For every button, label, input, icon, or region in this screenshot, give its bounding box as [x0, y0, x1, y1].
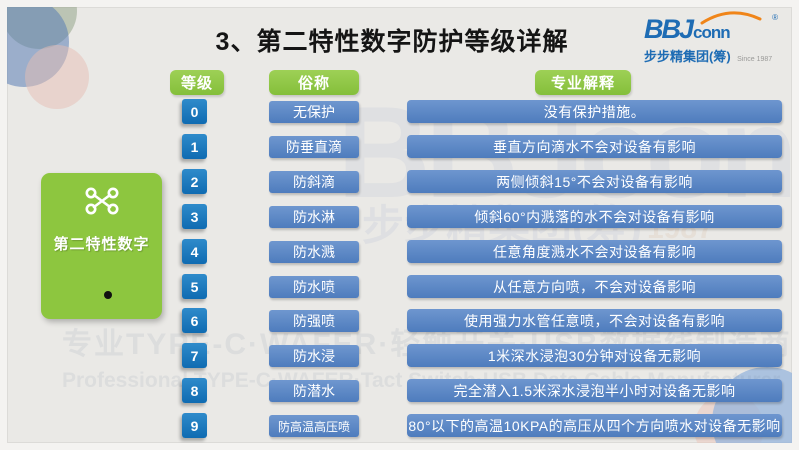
decor-circle-green	[7, 7, 77, 49]
logo-swoosh-icon	[700, 11, 762, 25]
level-badge: 3	[182, 204, 207, 229]
table-row: 6 防强喷 使用强力水管任意喷，不会对设备有影响	[7, 308, 792, 334]
level-badge: 5	[182, 274, 207, 299]
level-badge: 0	[182, 99, 207, 124]
level-badge: 2	[182, 169, 207, 194]
name-box: 防高温高压喷	[269, 415, 359, 437]
name-box: 防水浸	[269, 345, 359, 367]
table-row: 7 防水浸 1米深水浸泡30分钟对设备无影响	[7, 343, 792, 369]
column-header-name: 俗称	[269, 70, 359, 95]
explanation-bar: 两侧倾斜15°不会对设备有影响	[407, 170, 782, 193]
explanation-bar: 没有保护措施。	[407, 100, 782, 123]
logo-conn-text: conn	[693, 22, 731, 42]
table-row: 9 防高温高压喷 80°以下的高温10KPA的高压从四个方向喷水对设备无影响	[7, 413, 792, 439]
level-badge: 4	[182, 239, 207, 264]
explanation-bar: 80°以下的高温10KPA的高压从四个方向喷水对设备无影响	[407, 414, 782, 437]
table-row: 4 防水溅 任意角度溅水不会对设备有影响	[7, 239, 792, 265]
name-box: 防水淋	[269, 206, 359, 228]
name-box: 防斜滴	[269, 171, 359, 193]
level-badge: 8	[182, 378, 207, 403]
logo-since-text: Since 1987	[737, 56, 773, 63]
table-rows: 0 无保护 没有保护措施。 1 防垂直滴 垂直方向滴水不会对设备有影响 2 防斜…	[7, 99, 792, 443]
logo-bbj-text: BBJ	[644, 14, 694, 44]
name-box: 防垂直滴	[269, 136, 359, 158]
side-card-dot	[103, 291, 112, 299]
name-box: 防潜水	[269, 380, 359, 402]
brand-logo: BBJ conn ® 步步精集团(筹) Since 1987	[644, 11, 780, 66]
table-row: 1 防垂直滴 垂直方向滴水不会对设备有影响	[7, 134, 792, 160]
name-box: 防水喷	[269, 276, 359, 298]
explanation-bar: 任意角度溅水不会对设备有影响	[407, 240, 782, 263]
side-card: 第二特性数字	[41, 173, 162, 319]
explanation-bar: 倾斜60°内溅落的水不会对设备有影响	[407, 205, 782, 228]
table-row: 0 无保护 没有保护措施。	[7, 99, 792, 125]
table-row: 8 防潜水 完全潜入1.5米深水浸泡半小时对设备无影响	[7, 378, 792, 404]
table-row: 3 防水淋 倾斜60°内溅落的水不会对设备有影响	[7, 204, 792, 230]
name-box: 防水溅	[269, 241, 359, 263]
level-badge: 7	[182, 343, 207, 368]
level-badge: 9	[182, 413, 207, 438]
column-header-level: 等级	[170, 70, 224, 95]
explanation-bar: 垂直方向滴水不会对设备有影响	[407, 135, 782, 158]
name-box: 防强喷	[269, 310, 359, 332]
explanation-bar: 从任意方向喷，不会对设备影响	[407, 275, 782, 298]
drone-icon	[85, 187, 118, 215]
explanation-bar: 完全潜入1.5米深水浸泡半小时对设备无影响	[407, 379, 782, 402]
explanation-bar: 1米深水浸泡30分钟对设备无影响	[407, 344, 782, 367]
column-header-explanation: 专业解释	[535, 70, 631, 95]
side-card-label: 第二特性数字	[53, 236, 150, 253]
decor-circle-blue	[7, 7, 69, 87]
table-row: 2 防斜滴 两侧倾斜15°不会对设备有影响	[7, 169, 792, 195]
page-title: 3、第二特性数字防护等级详解	[215, 28, 569, 56]
explanation-bar: 使用强力水管任意喷，不会对设备有影响	[407, 309, 782, 332]
table-row: 5 防水喷 从任意方向喷，不会对设备影响	[7, 274, 792, 300]
logo-company-text: 步步精集团(筹)	[644, 49, 731, 64]
name-box: 无保护	[269, 101, 359, 123]
level-badge: 1	[182, 134, 207, 159]
registered-mark: ®	[772, 13, 778, 22]
level-badge: 6	[182, 308, 207, 333]
